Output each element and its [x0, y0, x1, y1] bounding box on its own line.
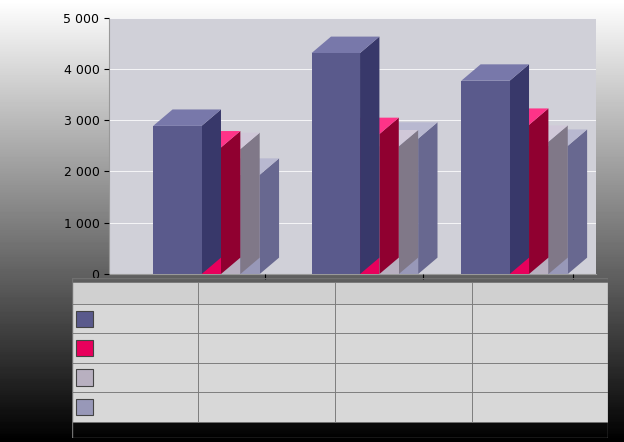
- Polygon shape: [202, 110, 221, 274]
- Text: 3 770: 3 770: [522, 312, 558, 325]
- Polygon shape: [240, 133, 260, 274]
- Polygon shape: [154, 126, 202, 274]
- Polygon shape: [500, 142, 548, 274]
- Polygon shape: [350, 146, 399, 274]
- FancyBboxPatch shape: [76, 340, 93, 356]
- Polygon shape: [260, 158, 279, 274]
- Polygon shape: [192, 149, 240, 274]
- Polygon shape: [311, 53, 360, 274]
- FancyBboxPatch shape: [198, 282, 334, 304]
- FancyBboxPatch shape: [72, 282, 198, 304]
- Polygon shape: [568, 130, 587, 274]
- Polygon shape: [331, 118, 399, 134]
- Text: 2010: 2010: [388, 286, 419, 299]
- FancyBboxPatch shape: [334, 333, 472, 363]
- Text: 2 890: 2 890: [248, 312, 284, 325]
- Text: 2 730: 2 730: [385, 342, 421, 354]
- Polygon shape: [379, 118, 399, 274]
- FancyBboxPatch shape: [198, 392, 334, 422]
- Text: 2 579: 2 579: [522, 371, 558, 384]
- FancyBboxPatch shape: [472, 304, 608, 333]
- Text: 2 500: 2 500: [522, 400, 558, 413]
- Polygon shape: [418, 122, 437, 274]
- FancyBboxPatch shape: [472, 392, 608, 422]
- Text: 2 490: 2 490: [386, 371, 421, 384]
- Polygon shape: [519, 130, 587, 146]
- FancyBboxPatch shape: [334, 282, 472, 304]
- Polygon shape: [529, 108, 548, 274]
- Text: 4 311: 4 311: [386, 312, 421, 325]
- Polygon shape: [192, 133, 260, 149]
- FancyBboxPatch shape: [76, 399, 93, 415]
- FancyBboxPatch shape: [472, 333, 608, 363]
- Text: Odda: Odda: [97, 312, 131, 325]
- FancyBboxPatch shape: [72, 304, 198, 333]
- Text: 2 437: 2 437: [248, 371, 284, 384]
- Text: 2009: 2009: [250, 286, 282, 299]
- Polygon shape: [212, 158, 279, 175]
- Text: Tinn: Tinn: [97, 400, 124, 413]
- FancyBboxPatch shape: [334, 363, 472, 392]
- Text: Gruppe 12: Gruppe 12: [97, 342, 163, 354]
- Text: 2 910: 2 910: [522, 342, 558, 354]
- Polygon shape: [221, 131, 240, 274]
- Polygon shape: [154, 110, 221, 126]
- FancyBboxPatch shape: [198, 363, 334, 392]
- Polygon shape: [212, 175, 260, 274]
- Polygon shape: [370, 139, 418, 274]
- Polygon shape: [461, 81, 510, 274]
- FancyBboxPatch shape: [472, 282, 608, 304]
- Polygon shape: [350, 130, 418, 146]
- FancyBboxPatch shape: [334, 304, 472, 333]
- Polygon shape: [173, 148, 221, 274]
- Polygon shape: [500, 126, 568, 142]
- Text: 2011: 2011: [524, 286, 556, 299]
- Text: 1 936: 1 936: [248, 400, 284, 413]
- Polygon shape: [331, 134, 379, 274]
- Polygon shape: [370, 122, 437, 139]
- Polygon shape: [399, 130, 418, 274]
- Polygon shape: [480, 108, 548, 125]
- Polygon shape: [173, 131, 240, 148]
- Text: Landet: Landet: [97, 371, 141, 384]
- Polygon shape: [360, 37, 379, 274]
- Polygon shape: [311, 37, 379, 53]
- FancyBboxPatch shape: [72, 363, 198, 392]
- Text: 2 469: 2 469: [248, 342, 284, 354]
- FancyBboxPatch shape: [72, 392, 198, 422]
- Polygon shape: [480, 125, 529, 274]
- FancyBboxPatch shape: [198, 333, 334, 363]
- FancyBboxPatch shape: [472, 363, 608, 392]
- FancyBboxPatch shape: [76, 311, 93, 327]
- Polygon shape: [519, 146, 568, 274]
- FancyBboxPatch shape: [198, 304, 334, 333]
- Polygon shape: [510, 65, 529, 274]
- Polygon shape: [548, 126, 568, 274]
- FancyBboxPatch shape: [76, 370, 93, 385]
- FancyBboxPatch shape: [334, 392, 472, 422]
- Text: 2 640: 2 640: [386, 400, 421, 413]
- Polygon shape: [461, 65, 529, 81]
- FancyBboxPatch shape: [72, 333, 198, 363]
